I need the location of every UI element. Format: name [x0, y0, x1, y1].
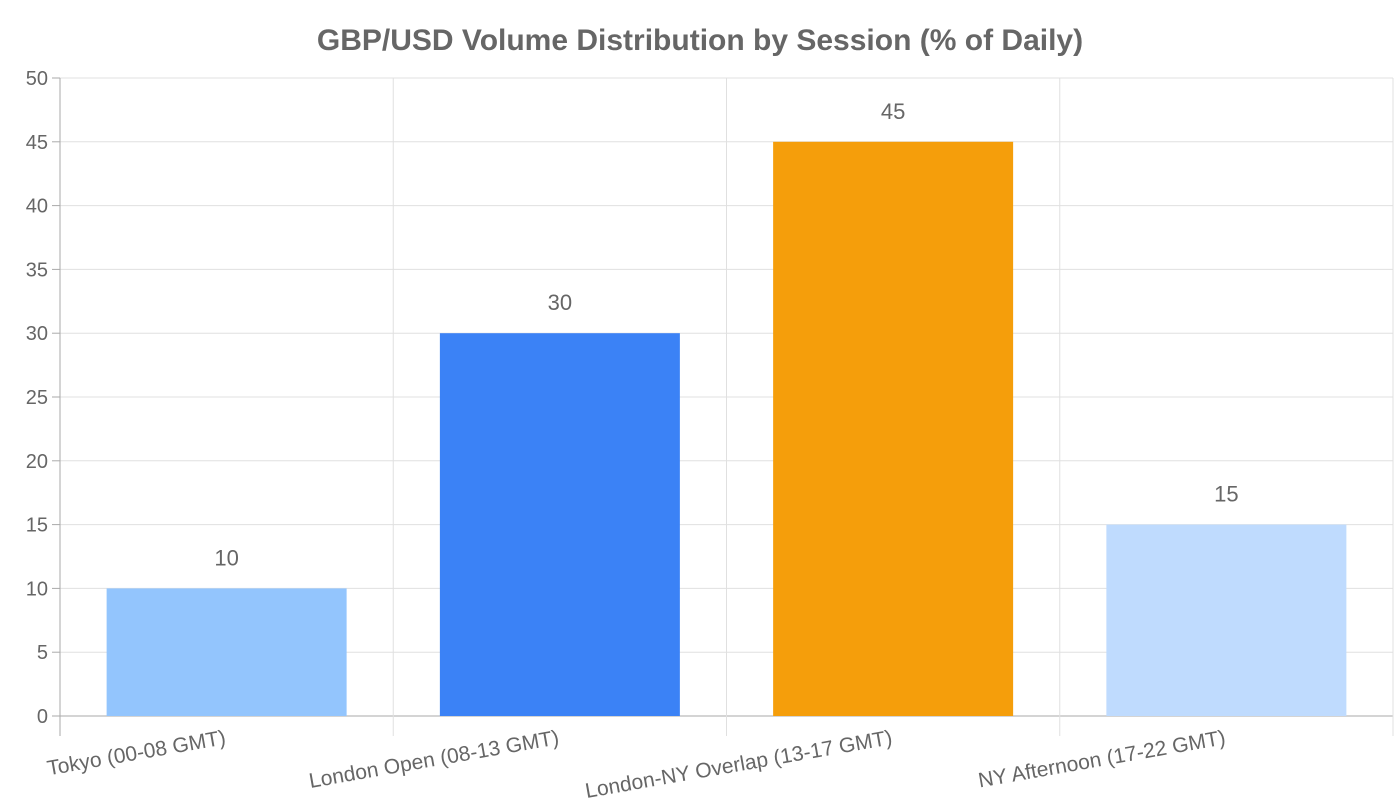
bars [106, 141, 1347, 717]
y-tick-label: 35 [26, 259, 48, 281]
y-tick-label: 40 [26, 196, 48, 218]
y-tick-label: 10 [26, 578, 48, 600]
bar [1106, 524, 1347, 716]
bar [106, 588, 347, 716]
bar [773, 141, 1014, 717]
data-label: 45 [881, 99, 905, 124]
x-tick-label: London-NY Overlap (13-17 GMT) [583, 726, 894, 800]
y-tick-label: 20 [26, 451, 48, 473]
y-tick-label: 50 [26, 68, 48, 90]
x-tick-label: London Open (08-13 GMT) [307, 726, 560, 793]
data-label: 10 [214, 545, 238, 570]
y-tick-label: 45 [26, 132, 48, 154]
x-tick-label: Tokyo (00-08 GMT) [45, 726, 227, 780]
bar [439, 333, 680, 716]
x-tick-label: NY Afternoon (17-22 GMT) [976, 726, 1227, 792]
chart-title: GBP/USD Volume Distribution by Session (… [317, 24, 1083, 57]
grid [52, 77, 1394, 736]
y-tick-label: 15 [26, 515, 48, 537]
y-tick-label: 25 [26, 387, 48, 409]
data-label: 15 [1214, 482, 1238, 507]
data-label: 30 [548, 290, 572, 315]
y-tick-label: 30 [26, 323, 48, 345]
y-tick-label: 0 [37, 706, 48, 728]
y-tick-label: 5 [37, 642, 48, 664]
